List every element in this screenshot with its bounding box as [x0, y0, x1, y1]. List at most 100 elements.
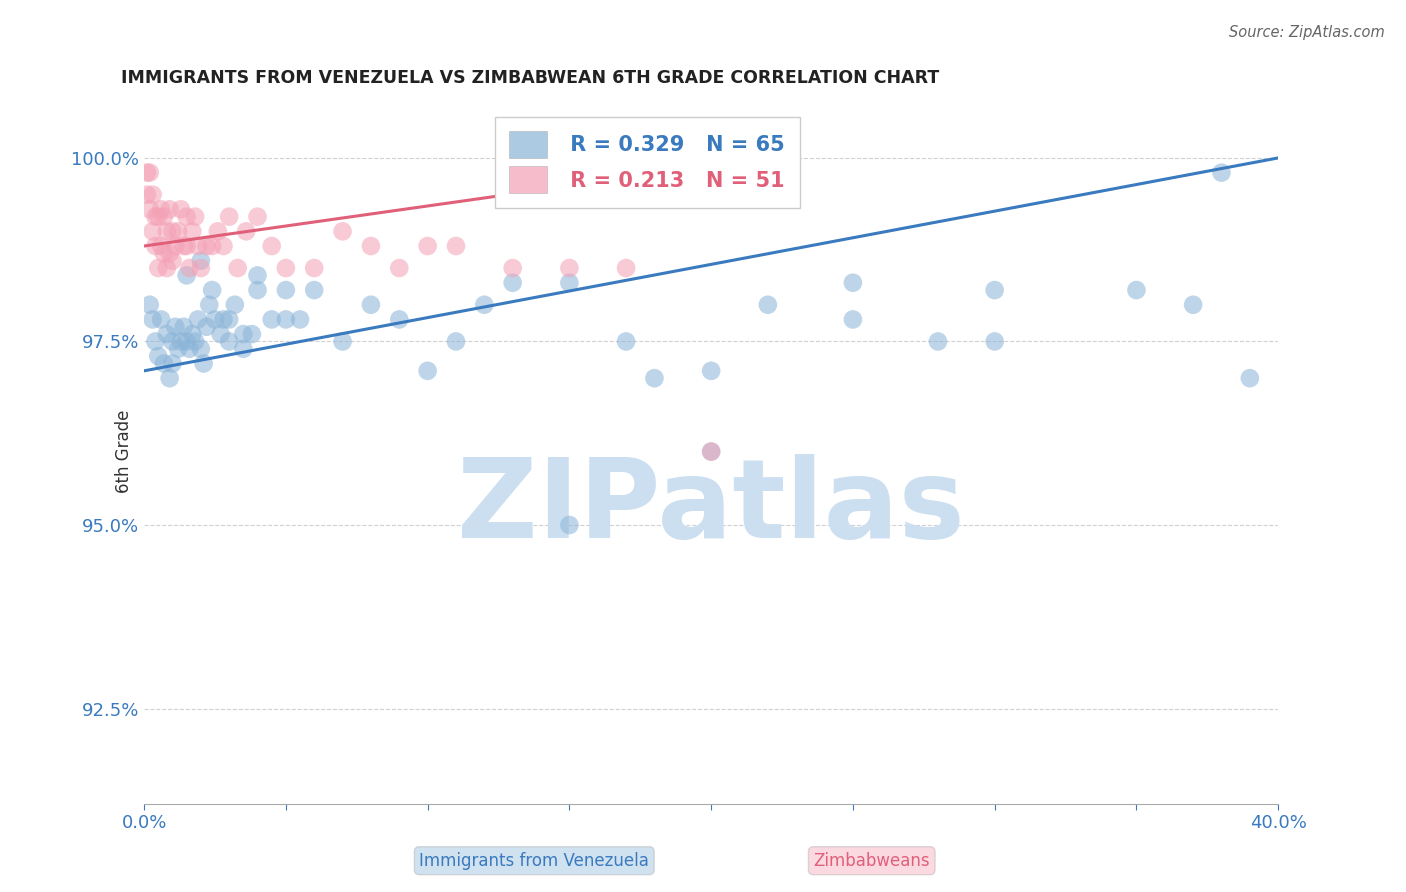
Point — [983, 283, 1005, 297]
Point — [558, 260, 581, 275]
Point — [165, 319, 187, 334]
Point — [187, 239, 209, 253]
Point — [472, 298, 495, 312]
Point — [176, 268, 198, 283]
Point — [170, 202, 193, 217]
Point — [614, 260, 637, 275]
Legend:  R = 0.329   N = 65,  R = 0.213   N = 51: R = 0.329 N = 65, R = 0.213 N = 51 — [495, 117, 800, 208]
Point — [167, 224, 190, 238]
Point — [1182, 298, 1205, 312]
Point — [159, 371, 181, 385]
Point — [558, 518, 581, 533]
Point — [643, 371, 665, 385]
Point — [209, 327, 232, 342]
Point — [204, 312, 226, 326]
Point — [145, 239, 167, 253]
Point — [142, 187, 165, 202]
Point — [153, 246, 176, 260]
Point — [181, 224, 204, 238]
Point — [983, 334, 1005, 349]
Point — [756, 298, 779, 312]
Point — [156, 224, 179, 238]
Point — [260, 239, 283, 253]
Point — [235, 224, 257, 238]
Point — [332, 224, 354, 238]
Point — [173, 319, 195, 334]
Point — [274, 260, 297, 275]
Point — [302, 283, 325, 297]
Text: Source: ZipAtlas.com: Source: ZipAtlas.com — [1229, 25, 1385, 40]
Point — [145, 210, 167, 224]
Point — [332, 334, 354, 349]
Point — [190, 342, 212, 356]
Point — [162, 356, 184, 370]
Point — [416, 239, 439, 253]
Point — [246, 268, 269, 283]
Point — [173, 239, 195, 253]
Text: Zimbabweans: Zimbabweans — [814, 852, 929, 870]
Point — [927, 334, 949, 349]
Point — [218, 210, 240, 224]
Point — [145, 334, 167, 349]
Point — [159, 246, 181, 260]
Point — [218, 334, 240, 349]
Point — [212, 239, 235, 253]
Point — [148, 210, 170, 224]
Point — [218, 312, 240, 326]
Point — [1239, 371, 1261, 385]
Point — [232, 327, 254, 342]
Point — [207, 224, 229, 238]
Point — [700, 364, 723, 378]
Point — [388, 260, 411, 275]
Point — [162, 253, 184, 268]
Point — [700, 444, 723, 458]
Point — [842, 276, 865, 290]
Point — [176, 239, 198, 253]
Point — [179, 260, 201, 275]
Point — [240, 327, 263, 342]
Point — [153, 356, 176, 370]
Point — [148, 349, 170, 363]
Point — [148, 260, 170, 275]
Text: IMMIGRANTS FROM VENEZUELA VS ZIMBABWEAN 6TH GRADE CORRELATION CHART: IMMIGRANTS FROM VENEZUELA VS ZIMBABWEAN … — [121, 69, 939, 87]
Point — [167, 342, 190, 356]
Point — [232, 342, 254, 356]
Point — [212, 312, 235, 326]
Point — [246, 210, 269, 224]
Point — [136, 166, 159, 180]
Text: ZIPatlas: ZIPatlas — [457, 454, 965, 561]
Point — [246, 283, 269, 297]
Point — [302, 260, 325, 275]
Point — [195, 239, 218, 253]
Point — [184, 334, 207, 349]
Point — [1211, 166, 1233, 180]
Point — [139, 166, 162, 180]
Point — [159, 202, 181, 217]
Point — [150, 239, 173, 253]
Point — [274, 312, 297, 326]
Point — [502, 260, 524, 275]
Point — [224, 298, 246, 312]
Text: Immigrants from Venezuela: Immigrants from Venezuela — [419, 852, 650, 870]
Point — [502, 276, 524, 290]
Point — [142, 312, 165, 326]
Point — [162, 334, 184, 349]
Point — [136, 187, 159, 202]
Point — [195, 319, 218, 334]
Point — [198, 298, 221, 312]
Point — [700, 444, 723, 458]
Point — [176, 334, 198, 349]
Point — [444, 334, 467, 349]
Point — [388, 312, 411, 326]
Point — [842, 312, 865, 326]
Point — [165, 239, 187, 253]
Point — [288, 312, 311, 326]
Point — [260, 312, 283, 326]
Point — [190, 260, 212, 275]
Point — [1125, 283, 1147, 297]
Point — [156, 260, 179, 275]
Point — [184, 210, 207, 224]
Point — [156, 327, 179, 342]
Point — [360, 239, 382, 253]
Point — [190, 253, 212, 268]
